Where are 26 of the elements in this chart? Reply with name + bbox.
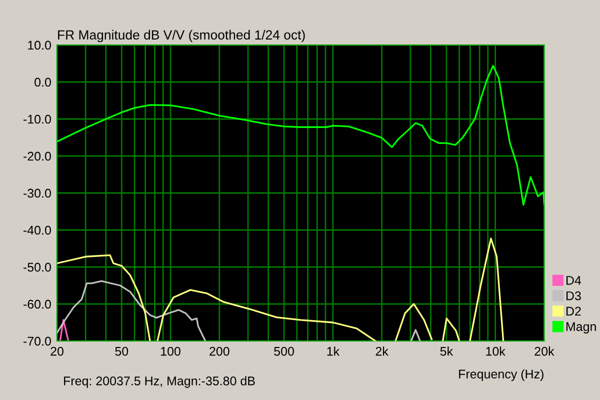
y-tick-label: 10.0 xyxy=(28,40,51,50)
x-tick-label: 2k xyxy=(376,346,388,356)
y-tick-label: 0.0 xyxy=(34,78,51,87)
legend-label: Magn xyxy=(566,322,596,334)
x-tick-label: 20 xyxy=(50,346,64,356)
chart-title: FR Magnitude dB V/V (smoothed 1/24 oct) xyxy=(58,30,305,42)
legend-label: D3 xyxy=(566,291,581,300)
text: Freq: 20037.5 Hz, Magn:-35.80 dB xyxy=(64,376,255,388)
x-tick-label: 500 xyxy=(274,346,294,356)
y-tick-label: -10.0 xyxy=(24,114,51,124)
x-axis-title: Frequency (Hz) xyxy=(459,369,544,381)
y-tick-label: -20.0 xyxy=(24,152,51,161)
y-tick-label: -40.0 xyxy=(24,226,51,235)
legend-label: D4 xyxy=(566,276,582,285)
x-tick-label: 1k xyxy=(327,346,340,356)
y-tick-label: -60.0 xyxy=(24,300,51,309)
x-tick-label: 200 xyxy=(210,346,230,356)
legend-label: D2 xyxy=(566,306,581,316)
x-tick-label: 5k xyxy=(440,346,454,356)
x-tick-label: 10k xyxy=(486,346,506,356)
y-tick-label: -70.0 xyxy=(24,336,51,346)
y-tick-label: -50.0 xyxy=(24,262,51,272)
x-tick-label: 50 xyxy=(115,346,128,356)
x-tick-label: 100 xyxy=(161,346,180,356)
y-tick-label: -30.0 xyxy=(24,188,51,198)
x-tick-label: 20k xyxy=(534,346,554,356)
